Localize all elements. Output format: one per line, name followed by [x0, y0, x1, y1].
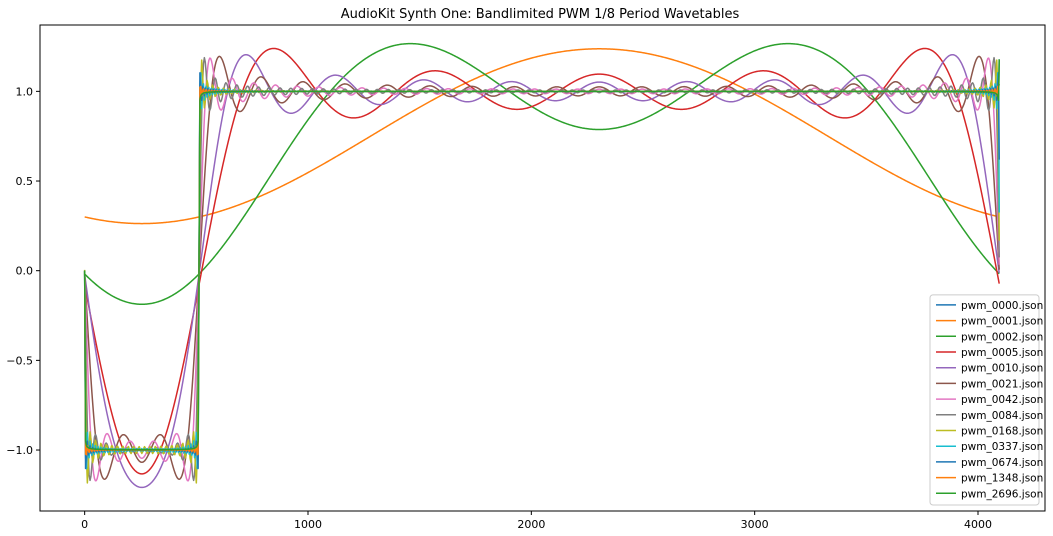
legend-label: pwm_0021.json	[961, 378, 1043, 390]
x-tick-label: 3000	[741, 518, 769, 531]
y-tick-label: −0.5	[6, 354, 33, 367]
legend: pwm_0000.json pwm_0001.json pwm_0002.jsonp…	[929, 294, 1043, 506]
legend-label: pwm_0000.json	[961, 300, 1043, 312]
legend-label: pwm_0168.json	[961, 426, 1043, 438]
series-line-pwm-0021	[83, 55, 1000, 481]
x-tick-label: 1000	[294, 518, 322, 531]
plot-area	[40, 25, 1045, 511]
legend-label: pwm_0337.json	[961, 441, 1043, 453]
y-tick-label: 0.5	[16, 175, 34, 188]
legend-label: pwm_0002.json	[961, 331, 1043, 343]
legend-box	[929, 294, 1040, 506]
series-line-pwm-2696	[83, 59, 1000, 451]
series-line-pwm-0002	[84, 42, 1000, 306]
legend-label: pwm_0042.json	[961, 394, 1043, 406]
legend-label: pwm_0005.json	[961, 347, 1043, 359]
legend-label: pwm_1348.json	[961, 473, 1043, 485]
series-layer	[83, 42, 1000, 489]
x-tick-label: 2000	[517, 518, 545, 531]
legend-label: pwm_0001.json	[961, 316, 1043, 328]
y-tick-label: −1.0	[6, 444, 33, 457]
x-tick-label: 4000	[964, 518, 992, 531]
axes-layer: 0 1000 2000 3000 4000 −1.0 −0.5 0.0 0.5 1.0	[6, 85, 992, 531]
series-line-pwm-0042	[83, 57, 1000, 482]
plot-frame	[39, 24, 1046, 512]
y-tick-label: 0.0	[16, 265, 34, 278]
x-tick-label: 0	[81, 518, 88, 531]
y-tick-label: 1.0	[16, 85, 34, 98]
series-line-pwm-0001	[84, 48, 1000, 225]
legend-label: pwm_0674.json	[961, 457, 1043, 469]
legend-label: pwm_2696.json	[961, 488, 1043, 500]
chart-title: AudioKit Synth One: Bandlimited PWM 1/8 …	[341, 7, 740, 22]
series-line-pwm-0010	[83, 53, 1000, 489]
legend-label: pwm_0084.json	[961, 410, 1043, 422]
legend-label: pwm_0010.json	[961, 363, 1043, 375]
